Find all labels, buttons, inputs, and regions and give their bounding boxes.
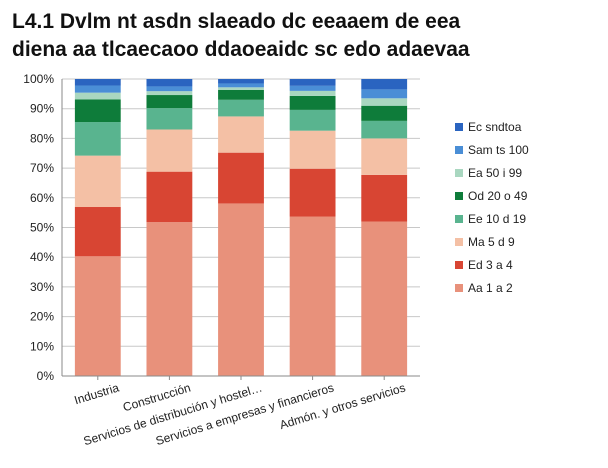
bar-segment (146, 95, 193, 109)
legend-swatch (455, 192, 463, 200)
bar-segment (218, 79, 264, 84)
bar-segment (146, 86, 193, 92)
legend-label: Sam ts 100 (468, 143, 529, 157)
legend-label: Ma 5 d 9 (468, 235, 515, 249)
bar-segment (218, 116, 264, 153)
legend-label: Ea 50 i 99 (468, 166, 522, 180)
bar-segment (74, 122, 121, 156)
y-tick-label: 90% (30, 102, 54, 116)
bar-segment (289, 95, 336, 110)
bar-segment (289, 216, 336, 376)
bar-segment (289, 85, 336, 91)
bar-segment (146, 171, 193, 223)
bar-segment (74, 99, 121, 123)
bar-segment (361, 221, 408, 376)
bar-segment (361, 98, 408, 106)
legend-swatch (455, 284, 463, 292)
bar-segment (289, 168, 336, 217)
bar-segment (218, 152, 264, 204)
bar-segment (289, 90, 336, 96)
legend-swatch (455, 146, 463, 154)
bar-segment (218, 99, 264, 117)
x-category-label: Admón. y otros servicios (278, 380, 407, 432)
bar-segment (74, 256, 121, 376)
bar-segment (289, 109, 336, 131)
y-tick-labels: 0% 10% 20% 30% 40% 50% 60% 70% 80% 90% 100% (23, 72, 54, 383)
y-tick-label: 0% (37, 369, 55, 383)
bar-segment (361, 138, 408, 175)
bar-segment (361, 89, 408, 99)
bar-segment (146, 108, 193, 130)
legend: Ec sndtoa Sam ts 100 Ea 50 i 99 Od 20 o 49 E… (455, 120, 529, 295)
bar-segment (361, 120, 408, 139)
bar-segment (146, 79, 193, 87)
legend-label: Ed 3 a 4 (468, 258, 513, 272)
bar-segment (146, 222, 193, 376)
y-tick-label: 50% (30, 221, 54, 235)
bar-segment (74, 85, 121, 93)
legend-swatch (455, 123, 463, 131)
bar-segment (218, 203, 264, 376)
legend-swatch (455, 261, 463, 269)
bar-segment (218, 87, 264, 90)
chart-title-line-1: L4.1 Dvlm nt asdn slaeado dc eeaaem de e… (12, 10, 461, 33)
legend-label: Aa 1 a 2 (468, 281, 513, 295)
x-category-label: Industria (73, 380, 121, 407)
chart-title-line-2: diena aa tlcaecaoo ddaoeaidc sc edo adae… (12, 38, 470, 61)
legend-label: Od 20 o 49 (468, 189, 528, 203)
y-tick-label: 60% (30, 191, 54, 205)
legend-swatch (455, 238, 463, 246)
bars (74, 79, 408, 376)
bar-segment (289, 130, 336, 169)
bar-segment (146, 129, 193, 172)
y-tick-label: 30% (30, 280, 54, 294)
chart-title: L4.1 Dvlm nt asdn slaeado dc eeaaem de e… (12, 8, 602, 64)
y-tick-label: 100% (23, 72, 54, 86)
legend-swatch (455, 215, 463, 223)
legend-label: Ec sndtoa (468, 120, 522, 134)
y-tick-label: 20% (30, 310, 54, 324)
y-tick-label: 70% (30, 161, 54, 175)
y-tick-label: 40% (30, 250, 54, 264)
bar-segment (146, 91, 193, 96)
legend-swatch (455, 169, 463, 177)
y-tick-label: 10% (30, 339, 54, 353)
bar-segment (361, 105, 408, 121)
bar-segment (74, 207, 121, 257)
bar-segment (361, 174, 408, 222)
bar-segment (74, 79, 121, 86)
bar-segment (74, 155, 121, 208)
bar-segment (74, 92, 121, 100)
axes (61, 79, 420, 380)
bar-segment (218, 83, 264, 88)
bar-segment (218, 89, 264, 100)
bar-segment (361, 79, 408, 90)
legend-label: Ee 10 d 19 (468, 212, 526, 226)
bar-segment (289, 79, 336, 86)
y-tick-label: 80% (30, 131, 54, 145)
